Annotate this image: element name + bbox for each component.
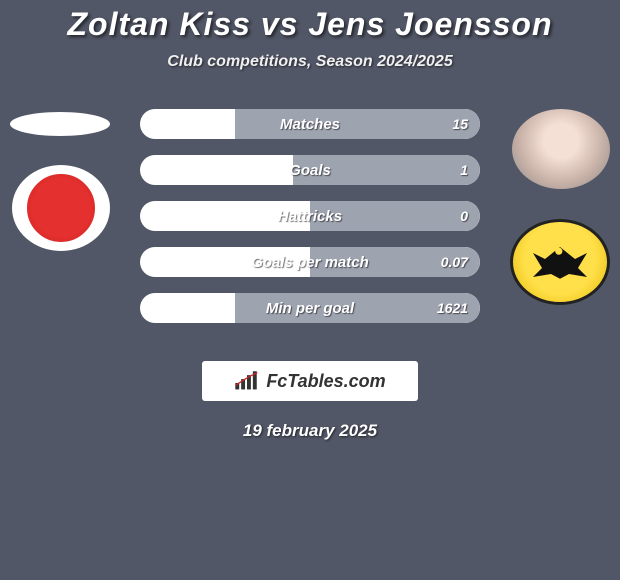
stat-label: Goals per match — [140, 254, 480, 271]
brand-text: FcTables.com — [266, 371, 385, 392]
stat-bar: Min per goal1621 — [140, 293, 480, 323]
club-left-badge — [12, 165, 110, 251]
stat-label: Matches — [140, 116, 480, 133]
stat-value-right: 1 — [460, 162, 468, 178]
page-title: Zoltan Kiss vs Jens Joensson — [0, 0, 620, 43]
club-right-badge — [510, 219, 610, 305]
subtitle: Club competitions, Season 2024/2025 — [0, 53, 620, 71]
brand-badge: FcTables.com — [202, 361, 418, 401]
player-right-avatar — [512, 109, 610, 189]
stat-bar: Matches15 — [140, 109, 480, 139]
date-text: 19 february 2025 — [0, 421, 620, 441]
stats-area: Matches15 Goals1 Hattricks0 Goals per match… — [0, 109, 620, 339]
chart-icon — [234, 371, 260, 391]
eagle-icon — [530, 241, 590, 283]
stat-value-right: 15 — [452, 116, 468, 132]
stat-label: Min per goal — [140, 300, 480, 317]
stat-bars: Matches15 Goals1 Hattricks0 Goals per match… — [140, 109, 480, 323]
player-left-avatar — [10, 112, 110, 136]
stat-value-right: 0 — [460, 208, 468, 224]
stat-value-right: 1621 — [437, 300, 468, 316]
stat-bar: Hattricks0 — [140, 201, 480, 231]
stat-label: Hattricks — [140, 208, 480, 225]
stat-label: Goals — [140, 162, 480, 179]
stat-bar: Goals per match0.07 — [140, 247, 480, 277]
stat-bar: Goals1 — [140, 155, 480, 185]
stat-value-right: 0.07 — [441, 254, 468, 270]
